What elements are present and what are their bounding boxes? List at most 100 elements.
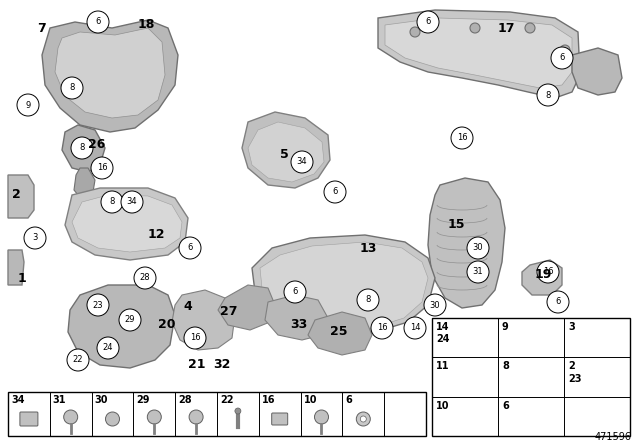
Circle shape [410,27,420,37]
Circle shape [189,410,203,424]
Text: 6: 6 [502,401,509,411]
Circle shape [97,337,119,359]
Circle shape [147,410,161,424]
Text: 9: 9 [26,100,31,109]
Circle shape [24,227,46,249]
Text: 8: 8 [365,296,371,305]
Circle shape [551,47,573,69]
Text: 6: 6 [556,297,561,306]
Text: 3: 3 [568,322,575,332]
Text: 8: 8 [545,90,550,99]
Circle shape [61,77,83,99]
Circle shape [284,281,306,303]
Text: 24: 24 [103,344,113,353]
Text: 17: 17 [498,22,515,35]
Polygon shape [252,235,435,335]
Circle shape [291,151,313,173]
Text: 22: 22 [220,395,234,405]
Text: 21: 21 [188,358,205,371]
Text: 32: 32 [213,358,230,371]
Circle shape [71,137,93,159]
Circle shape [404,317,426,339]
Text: 8: 8 [69,83,75,92]
Text: 16: 16 [377,323,387,332]
Text: 30: 30 [95,395,108,405]
Text: 26: 26 [88,138,106,151]
Circle shape [537,84,559,106]
Polygon shape [218,285,275,330]
Text: 11: 11 [436,362,449,371]
Circle shape [67,349,89,371]
Text: 12: 12 [148,228,166,241]
Circle shape [537,261,559,283]
FancyBboxPatch shape [20,412,38,426]
Circle shape [101,191,123,213]
Polygon shape [72,195,182,252]
Circle shape [314,410,328,424]
Text: 18: 18 [138,18,156,31]
Polygon shape [265,295,328,340]
Text: 30: 30 [429,301,440,310]
Text: 31: 31 [473,267,483,276]
Circle shape [417,11,439,33]
Text: 15: 15 [448,218,465,231]
Circle shape [467,261,489,283]
Text: 2: 2 [12,188,20,201]
Polygon shape [248,122,324,182]
Circle shape [184,327,206,349]
Text: 9: 9 [502,322,509,332]
Text: 28: 28 [140,273,150,283]
Polygon shape [8,250,24,285]
Text: 4: 4 [183,300,192,313]
Polygon shape [260,242,428,330]
Text: 6: 6 [188,244,193,253]
Text: 6: 6 [292,288,298,297]
Circle shape [17,94,39,116]
Polygon shape [65,188,188,260]
Text: 6: 6 [346,395,352,405]
Polygon shape [242,112,330,188]
Circle shape [360,416,366,422]
Text: 25: 25 [330,325,348,338]
Text: 33: 33 [290,318,307,331]
Text: 6: 6 [559,53,564,63]
Circle shape [525,23,535,33]
Polygon shape [522,260,562,295]
FancyBboxPatch shape [8,392,426,436]
Polygon shape [74,168,95,200]
Text: 29: 29 [136,395,150,405]
Circle shape [451,127,473,149]
Circle shape [467,237,489,259]
Circle shape [119,309,141,331]
Polygon shape [42,20,178,132]
Text: 2
23: 2 23 [568,362,582,384]
Text: 29: 29 [125,315,135,324]
Text: 34: 34 [127,198,138,207]
Circle shape [87,11,109,33]
Text: 16: 16 [457,134,467,142]
Polygon shape [8,175,34,218]
Text: 22: 22 [73,356,83,365]
FancyBboxPatch shape [272,413,288,425]
Text: 3: 3 [32,233,38,242]
Circle shape [121,191,143,213]
Text: 14
24: 14 24 [436,322,449,345]
Text: 34: 34 [297,158,307,167]
Text: 16: 16 [543,267,554,276]
Text: 8: 8 [109,198,115,207]
Text: 20: 20 [158,318,175,331]
Text: 13: 13 [360,242,378,255]
Polygon shape [572,48,622,95]
Circle shape [235,408,241,414]
Text: 6: 6 [95,17,100,26]
FancyBboxPatch shape [432,318,630,436]
Text: 16: 16 [262,395,275,405]
Text: 31: 31 [52,395,67,405]
Circle shape [547,291,569,313]
Text: 5: 5 [280,148,289,161]
Polygon shape [62,125,105,172]
Text: 28: 28 [178,395,192,405]
Text: 27: 27 [220,305,237,318]
Text: 10: 10 [303,395,317,405]
Text: 7: 7 [37,22,45,35]
